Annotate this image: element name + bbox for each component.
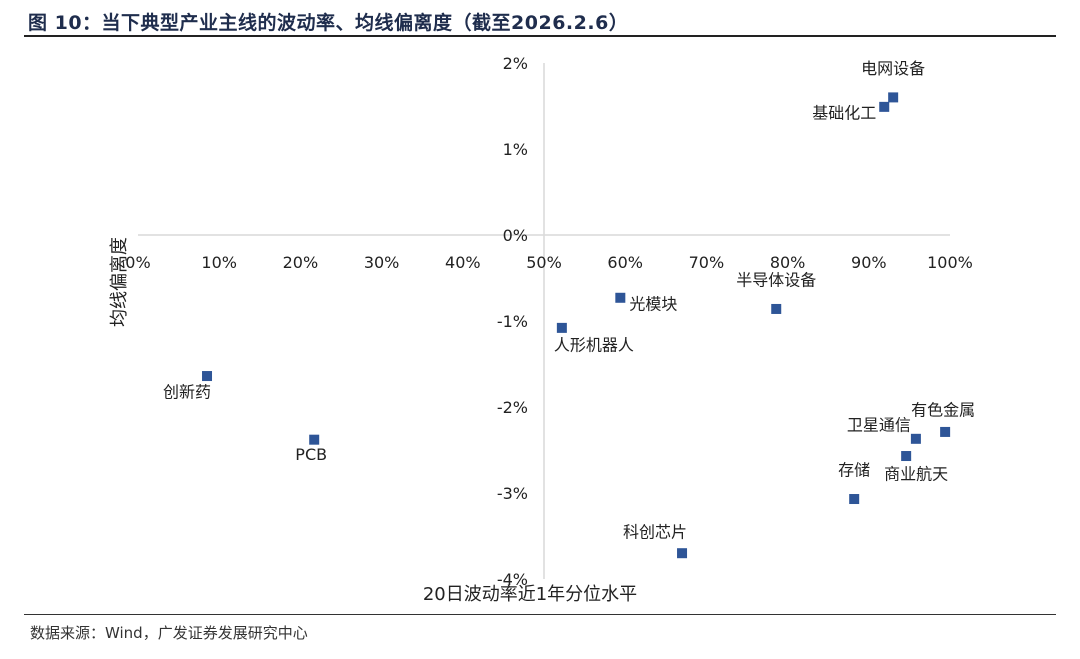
x-axis-title: 20日波动率近1年分位水平 — [423, 584, 637, 605]
data-point — [309, 434, 320, 445]
y-tick-label: 1% — [503, 140, 528, 159]
data-point — [910, 433, 921, 444]
point-label: 创新药 — [163, 383, 211, 402]
x-tick-label: 100% — [927, 253, 973, 272]
point-label: 光模块 — [629, 294, 677, 313]
point-label: 半导体设备 — [736, 270, 816, 289]
top-rule — [24, 35, 1056, 37]
data-point — [940, 426, 951, 437]
point-label: 人形机器人 — [554, 335, 634, 354]
data-point — [202, 371, 213, 382]
point-label: 电网设备 — [861, 59, 925, 78]
y-axis-title: 均线偏离度 — [109, 237, 130, 327]
data-point — [677, 548, 688, 559]
x-tick-label: 50% — [526, 253, 562, 272]
point-label: 科创芯片 — [623, 523, 687, 542]
x-tick-label: 70% — [689, 253, 725, 272]
x-tick-label: 20% — [283, 253, 319, 272]
point-label: 商业航天 — [884, 465, 948, 484]
x-tick-label: 10% — [201, 253, 237, 272]
x-tick-label: 0% — [125, 253, 150, 272]
y-tick-label: 2% — [503, 54, 528, 73]
data-point — [888, 92, 899, 103]
x-tick-label: 60% — [607, 253, 643, 272]
point-label: 基础化工 — [812, 103, 876, 122]
point-label: 有色金属 — [911, 400, 975, 419]
data-point — [771, 303, 782, 314]
point-label: 存储 — [838, 461, 870, 480]
y-tick-label: -2% — [497, 398, 528, 417]
x-tick-label: 90% — [851, 253, 887, 272]
y-tick-label: -3% — [497, 484, 528, 503]
data-point — [556, 322, 567, 333]
data-point — [879, 101, 890, 112]
point-label: 卫星通信 — [847, 415, 911, 434]
bottom-rule — [24, 614, 1056, 615]
y-tick-label: -4% — [497, 570, 528, 589]
x-tick-label: 80% — [770, 253, 806, 272]
point-label: PCB — [295, 445, 327, 464]
x-tick-label: 40% — [445, 253, 481, 272]
source-note: 数据来源：Wind，广发证券发展研究中心 — [30, 624, 308, 642]
data-point — [901, 451, 912, 462]
data-point — [615, 292, 626, 303]
y-tick-label: -1% — [497, 312, 528, 331]
x-tick-label: 30% — [364, 253, 400, 272]
y-tick-label: 0% — [503, 226, 528, 245]
figure-title: 图 10：当下典型产业主线的波动率、均线偏离度（截至2026.2.6） — [28, 12, 629, 34]
data-point — [849, 494, 860, 505]
